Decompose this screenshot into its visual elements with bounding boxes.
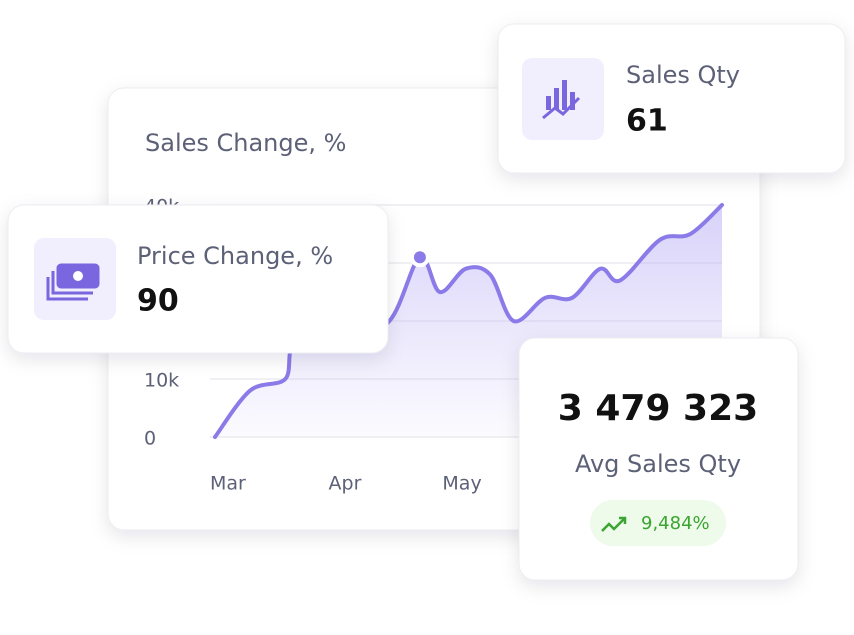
highlight-point (409, 247, 430, 268)
x-tick-label: Mar (210, 473, 246, 495)
card-label: Avg Sales Qty (575, 450, 741, 478)
chart-title: Sales Change, % (145, 129, 346, 157)
card-value: 3 479 323 (558, 388, 758, 429)
money-icon (46, 263, 100, 301)
avg-card: 3 479 323 Avg Sales Qty 9,484% (518, 337, 799, 581)
card-value: 61 (626, 104, 668, 139)
badge-text: 9,484% (641, 513, 710, 534)
price-card: Price Change, % 90 (7, 204, 389, 354)
card-label: Sales Qty (626, 61, 740, 89)
y-tick-label: 10k (144, 370, 179, 392)
card-value: 90 (137, 284, 179, 319)
card-label: Price Change, % (137, 242, 333, 270)
badge-bg (590, 500, 726, 546)
x-tick-label: May (442, 473, 481, 495)
chart-icon (542, 80, 581, 120)
card-bg (518, 337, 799, 581)
x-tick-label: Apr (329, 473, 362, 495)
trend-icon (601, 516, 627, 532)
y-tick-label: 0 (144, 428, 156, 450)
sales-qty-card: Sales Qty 61 (497, 23, 846, 174)
